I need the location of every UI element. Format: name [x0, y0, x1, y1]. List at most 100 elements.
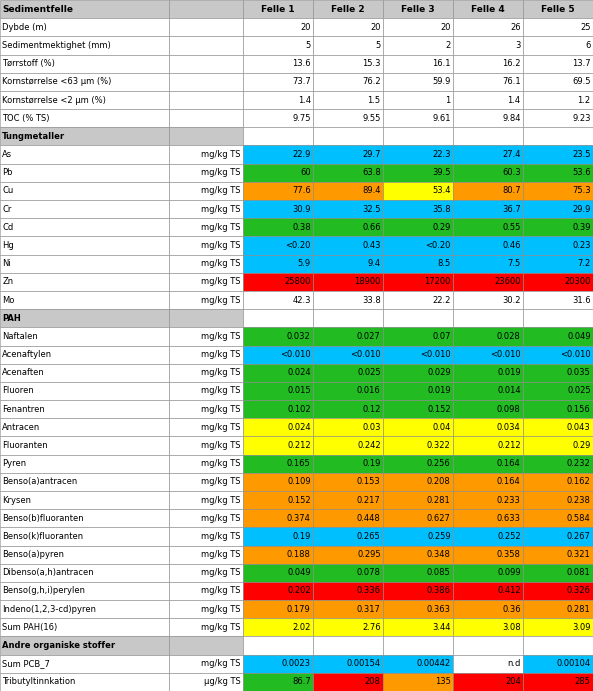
Bar — [313, 146, 383, 164]
Bar — [453, 582, 523, 600]
Bar — [0, 418, 169, 437]
Bar — [383, 437, 453, 455]
Text: 69.5: 69.5 — [572, 77, 591, 86]
Text: 0.281: 0.281 — [427, 495, 451, 504]
Text: 0.232: 0.232 — [567, 460, 591, 468]
Text: 6: 6 — [585, 41, 591, 50]
Text: 0.358: 0.358 — [497, 550, 521, 559]
Bar — [383, 146, 453, 164]
Bar — [243, 400, 313, 418]
Bar — [453, 18, 523, 37]
Text: Zn: Zn — [2, 277, 14, 286]
Text: 1.5: 1.5 — [368, 95, 381, 104]
Bar — [243, 236, 313, 254]
Text: n.d: n.d — [507, 659, 521, 668]
Text: 0.374: 0.374 — [287, 513, 311, 523]
Bar — [383, 328, 453, 346]
Bar — [523, 127, 593, 146]
Text: mg/kg TS: mg/kg TS — [201, 495, 241, 504]
Bar — [453, 200, 523, 218]
Bar — [453, 382, 523, 400]
Text: Krysen: Krysen — [2, 495, 31, 504]
Text: Tørrstoff (%): Tørrstoff (%) — [2, 59, 55, 68]
Text: 0.043: 0.043 — [567, 423, 591, 432]
Text: 0.024: 0.024 — [287, 368, 311, 377]
Text: 23.5: 23.5 — [572, 150, 591, 159]
Bar — [453, 673, 523, 691]
Bar — [169, 564, 243, 582]
Bar — [0, 636, 169, 654]
Bar — [383, 400, 453, 418]
Text: 60: 60 — [300, 168, 311, 178]
Bar — [523, 473, 593, 491]
Text: 0.027: 0.027 — [357, 332, 381, 341]
Text: 0.212: 0.212 — [287, 441, 311, 450]
Bar — [313, 618, 383, 636]
Bar — [243, 654, 313, 673]
Text: 285: 285 — [575, 677, 591, 686]
Text: 0.081: 0.081 — [567, 568, 591, 577]
Text: 0.336: 0.336 — [357, 587, 381, 596]
Text: 0.109: 0.109 — [287, 477, 311, 486]
Bar — [0, 346, 169, 363]
Bar — [313, 527, 383, 545]
Bar — [313, 273, 383, 291]
Bar — [243, 618, 313, 636]
Text: 0.39: 0.39 — [572, 223, 591, 231]
Text: 9.75: 9.75 — [292, 114, 311, 123]
Bar — [313, 600, 383, 618]
Text: Ni: Ni — [2, 259, 11, 268]
Text: 33.8: 33.8 — [362, 296, 381, 305]
Text: 13.7: 13.7 — [572, 59, 591, 68]
Bar — [383, 509, 453, 527]
Bar — [523, 309, 593, 328]
Bar — [383, 545, 453, 564]
Bar — [523, 418, 593, 437]
Text: <0.010: <0.010 — [560, 350, 591, 359]
Bar — [0, 673, 169, 691]
Bar — [313, 291, 383, 309]
Text: 0.363: 0.363 — [427, 605, 451, 614]
Bar — [0, 146, 169, 164]
Bar — [0, 437, 169, 455]
Bar — [453, 618, 523, 636]
Bar — [313, 582, 383, 600]
Text: 1.4: 1.4 — [508, 95, 521, 104]
Bar — [523, 509, 593, 527]
Text: 9.4: 9.4 — [368, 259, 381, 268]
Bar — [0, 618, 169, 636]
Bar — [523, 218, 593, 236]
Bar — [523, 73, 593, 91]
Text: 0.265: 0.265 — [357, 532, 381, 541]
Bar — [523, 55, 593, 73]
Bar — [313, 91, 383, 109]
Bar — [383, 273, 453, 291]
Bar — [243, 418, 313, 437]
Text: 5: 5 — [305, 41, 311, 50]
Text: 0.19: 0.19 — [362, 460, 381, 468]
Text: 0.152: 0.152 — [427, 405, 451, 414]
Bar — [453, 0, 523, 18]
Text: 20: 20 — [440, 23, 451, 32]
Text: Felle 4: Felle 4 — [471, 5, 505, 14]
Text: 36.7: 36.7 — [502, 205, 521, 214]
Bar — [453, 455, 523, 473]
Bar — [0, 400, 169, 418]
Text: 30.9: 30.9 — [292, 205, 311, 214]
Bar — [313, 127, 383, 146]
Text: <0.010: <0.010 — [490, 350, 521, 359]
Text: 0.025: 0.025 — [357, 368, 381, 377]
Bar — [453, 109, 523, 127]
Text: 60.3: 60.3 — [502, 168, 521, 178]
Text: Pyren: Pyren — [2, 460, 27, 468]
Text: 17200: 17200 — [425, 277, 451, 286]
Text: 16.1: 16.1 — [432, 59, 451, 68]
Text: Indeno(1,2,3-cd)pyren: Indeno(1,2,3-cd)pyren — [2, 605, 97, 614]
Text: 0.202: 0.202 — [287, 587, 311, 596]
Bar — [243, 146, 313, 164]
Text: Cd: Cd — [2, 223, 14, 231]
Text: 3.09: 3.09 — [572, 623, 591, 632]
Text: 76.1: 76.1 — [502, 77, 521, 86]
Text: 0.07: 0.07 — [432, 332, 451, 341]
Text: mg/kg TS: mg/kg TS — [201, 441, 241, 450]
